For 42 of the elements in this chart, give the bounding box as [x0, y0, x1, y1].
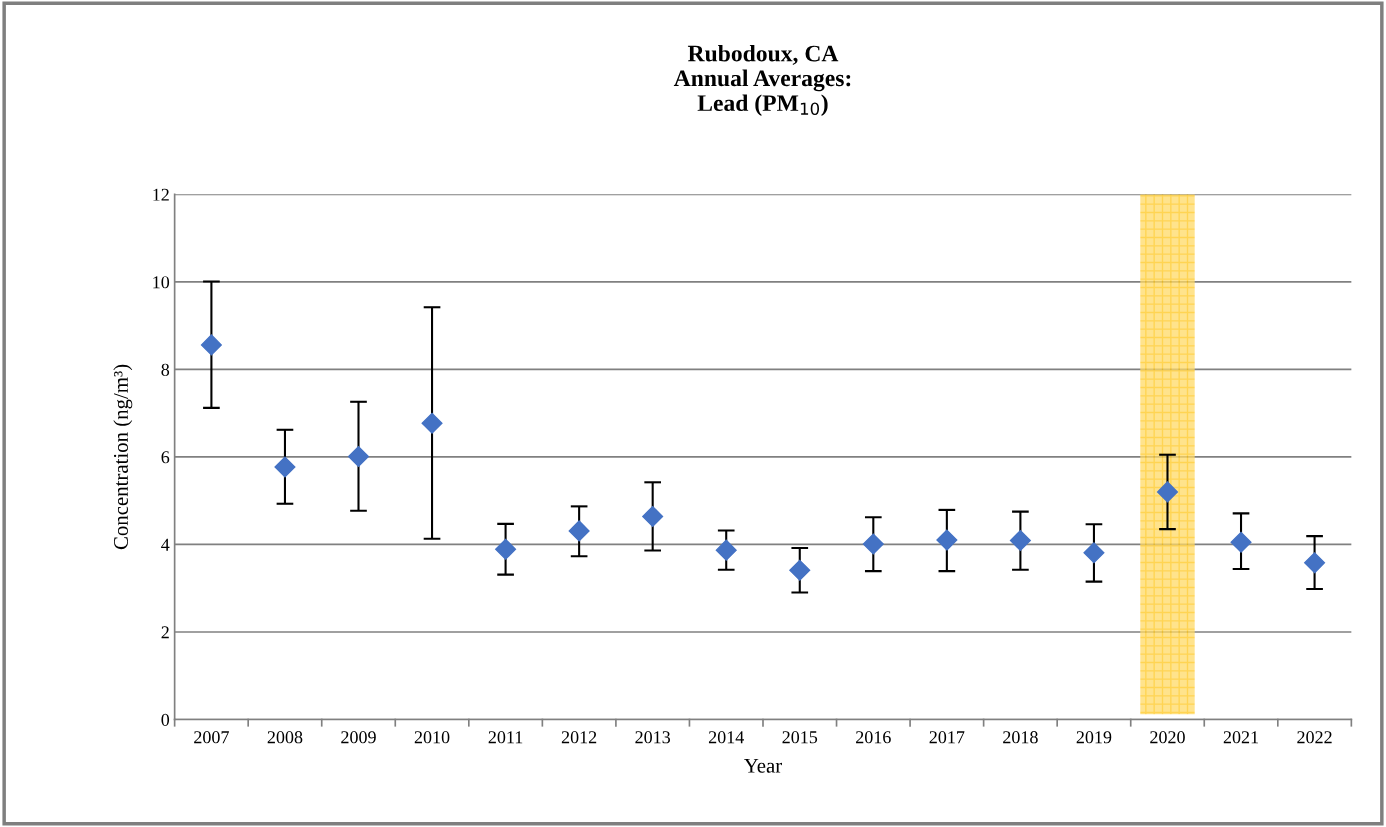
x-tick-label: 2015 [782, 731, 818, 744]
x-tick-label: 2013 [635, 731, 671, 744]
x-tick-label: 2011 [488, 731, 523, 744]
point [936, 529, 958, 551]
x-tick-label: 2007 [194, 731, 229, 744]
x-tick-label: 2022 [1297, 731, 1332, 744]
point [789, 559, 811, 581]
chart-title: Rubodoux, CA Annual Averages: Lead (PM$_{10}$) [673, 44, 851, 116]
point [274, 456, 296, 478]
x-tick-label: 2021 [1223, 731, 1259, 744]
point [568, 520, 590, 542]
x-tick-label: 2020 [1150, 731, 1185, 744]
point [862, 533, 884, 555]
x-tick-label: 2019 [1076, 731, 1112, 744]
x-tick-label: 2009 [341, 731, 376, 744]
x-tick-label: 2008 [267, 731, 303, 744]
y-tick-label: 6 [161, 451, 170, 464]
point [715, 539, 737, 561]
x-tick-label: 2010 [414, 731, 450, 744]
y-tick-label: 12 [153, 188, 169, 201]
x-tick-label: 2014 [708, 731, 744, 744]
y-axis-title: Concentration (ng/m³) [113, 364, 133, 550]
point [1009, 529, 1031, 552]
x-tick-label: 2017 [929, 731, 965, 744]
point [642, 505, 664, 527]
y-tick-label: 4 [161, 538, 170, 551]
y-tick-label: 0 [161, 713, 170, 726]
y-tick-label: 2 [161, 626, 169, 639]
x-tick-label: 2012 [561, 731, 597, 744]
point [1304, 552, 1326, 574]
point [1156, 481, 1179, 503]
point [1230, 531, 1252, 553]
y-tick-label: 8 [161, 363, 170, 376]
point [347, 445, 370, 467]
point [200, 334, 222, 356]
x-tick-label: 2018 [1003, 731, 1038, 744]
y-tick-label: 10 [153, 276, 170, 289]
point [495, 538, 517, 560]
point [421, 412, 443, 434]
x-axis-title: Year [744, 758, 783, 773]
point [1083, 542, 1105, 564]
x-tick-label: 2016 [856, 731, 891, 744]
